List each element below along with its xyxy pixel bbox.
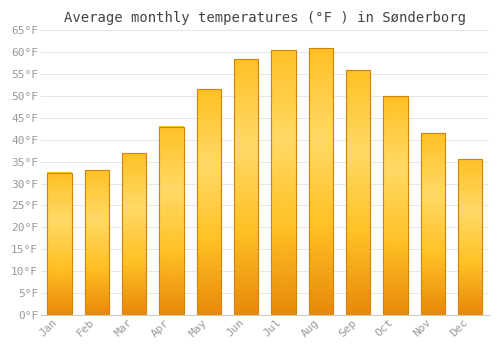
Bar	[85, 170, 109, 315]
Bar	[197, 90, 221, 315]
Bar	[346, 70, 370, 315]
Bar	[421, 133, 445, 315]
Title: Average monthly temperatures (°F ) in Sønderborg: Average monthly temperatures (°F ) in Sø…	[64, 11, 466, 25]
Bar	[309, 48, 333, 315]
Bar	[458, 160, 482, 315]
Bar	[384, 96, 407, 315]
Bar	[48, 173, 72, 315]
Bar	[234, 59, 258, 315]
Bar	[160, 127, 184, 315]
Bar	[122, 153, 146, 315]
Bar	[272, 50, 295, 315]
